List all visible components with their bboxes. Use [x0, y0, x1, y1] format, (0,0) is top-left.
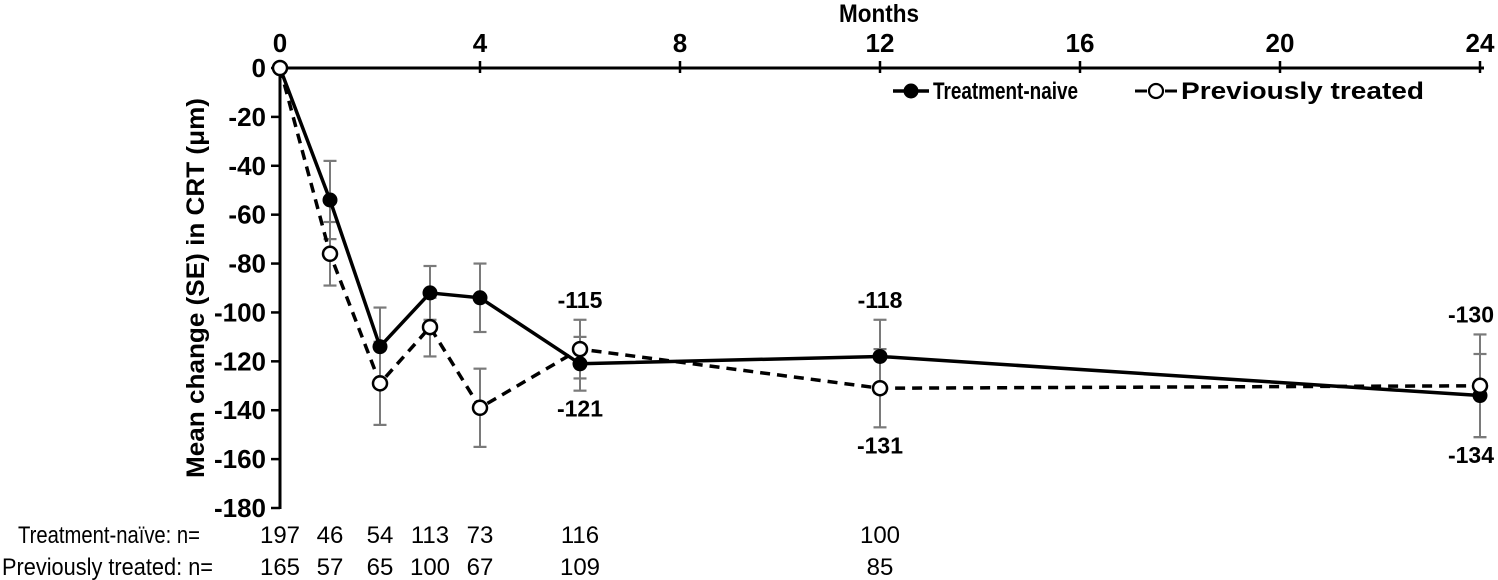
- legend-open-circle-icon: [1147, 82, 1165, 100]
- n-value: 100: [860, 522, 900, 549]
- legend-filled-circle-icon: [903, 83, 919, 99]
- n-row-label-1: Previously treated: n=: [2, 554, 213, 580]
- legend-label-previously-treated: Previously treated: [1181, 78, 1424, 105]
- n-value: 46: [317, 522, 344, 549]
- x-tick-label: 16: [1066, 28, 1095, 58]
- data-point-previously-treated: [371, 375, 389, 392]
- n-value: 57: [317, 554, 344, 580]
- data-point-treatment-naive: [472, 290, 488, 306]
- n-value: 85: [867, 554, 894, 580]
- data-point-markers: [271, 59, 1489, 417]
- x-tick-label: 8: [673, 28, 687, 58]
- y-tick-label: -40: [228, 151, 266, 181]
- x-axis-title: Months: [839, 0, 919, 28]
- n-value: 100: [410, 554, 450, 580]
- data-point-treatment-naive: [372, 339, 388, 355]
- data-point-treatment-naive: [422, 285, 438, 301]
- n-value: 113: [411, 522, 449, 549]
- data-point-previously-treated: [471, 399, 489, 417]
- data-point-treatment-naive: [572, 356, 588, 372]
- x-tick-label: 12: [866, 28, 895, 58]
- data-point-previously-treated: [271, 59, 289, 77]
- series-line-treatment-naive: [278, 67, 1481, 398]
- n-row-label-0: Treatment-naïve: n=: [18, 522, 200, 549]
- y-tick-label: -100: [214, 297, 266, 327]
- y-tick-label: -160: [214, 444, 266, 474]
- series-lines: [278, 67, 1481, 411]
- n-table: Treatment-naïve: n= 197 46 54 113 73 116 100 Pre…: [2, 522, 900, 580]
- error-bars: [323, 159, 1487, 448]
- data-point-treatment-naive: [322, 192, 338, 208]
- y-tick-label: -80: [228, 249, 266, 279]
- legend-label-treatment-naive: Treatment-naive: [933, 78, 1078, 105]
- series-line-previously-treated: [278, 67, 1481, 411]
- x-tick-label: 0: [273, 28, 287, 58]
- point-label: -130: [1448, 301, 1494, 327]
- n-value: 116: [561, 522, 599, 549]
- n-value: 65: [367, 554, 394, 580]
- point-labels: -115 -121 -118 -131 -130 -134: [557, 287, 1494, 468]
- data-point-treatment-naive: [872, 348, 888, 364]
- n-value: 197: [260, 522, 300, 549]
- n-value: 54: [367, 522, 394, 549]
- point-label: -118: [858, 287, 903, 313]
- y-tick-label: -20: [228, 102, 266, 132]
- point-label: -121: [557, 396, 603, 422]
- n-value: 73: [467, 522, 494, 549]
- point-label: -131: [857, 432, 903, 458]
- data-point-previously-treated: [571, 340, 589, 358]
- y-tick-label: -180: [214, 493, 266, 523]
- y-tick-label: 0: [252, 53, 266, 83]
- legend: Treatment-naive Previously treated: [893, 78, 1424, 105]
- y-tick-label: -120: [214, 346, 266, 376]
- data-point-previously-treated: [321, 245, 339, 263]
- data-point-previously-treated: [421, 318, 439, 336]
- n-value: 165: [260, 554, 300, 580]
- data-point-previously-treated: [1471, 377, 1489, 395]
- y-tick-label: -140: [214, 395, 266, 425]
- data-point-previously-treated: [871, 379, 889, 397]
- point-label: -134: [1448, 442, 1494, 468]
- point-label: -115: [558, 287, 603, 313]
- y-axis-title: Mean change (SE) in CRT (μm): [182, 98, 210, 478]
- y-tick-label: -60: [228, 200, 266, 230]
- axes: 0 4 8 12 16 20 24 0 -20 -40 -60 -80 -100 -120 -140 -160…: [214, 28, 1495, 523]
- n-value: 67: [467, 554, 494, 580]
- x-tick-label: 24: [1466, 28, 1495, 58]
- x-tick-label: 20: [1266, 28, 1295, 58]
- n-value: 109: [560, 554, 600, 580]
- x-tick-label: 4: [473, 28, 488, 58]
